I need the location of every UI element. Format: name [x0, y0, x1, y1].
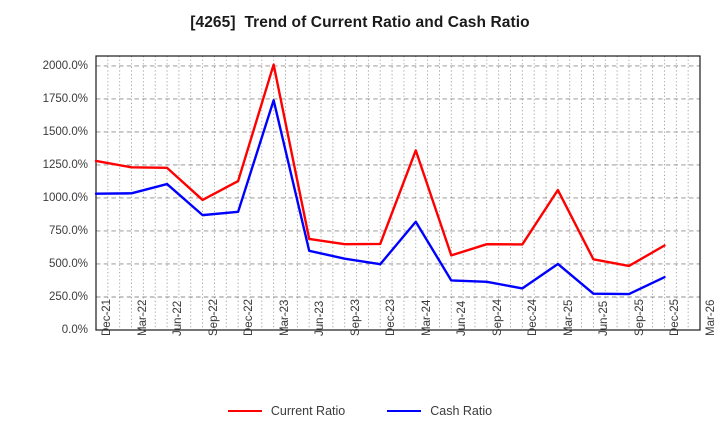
- y-axis-tick-label: 1500.0%: [42, 125, 88, 138]
- x-axis-tick-label: Jun-22: [172, 300, 185, 336]
- horizontal-gridlines: [96, 65, 700, 298]
- y-axis-tick-label: 1000.0%: [42, 191, 88, 204]
- series-line-current-ratio: [94, 63, 666, 268]
- x-axis-tick-label: Jun-24: [456, 300, 469, 336]
- x-axis-tick-label: Mar-25: [562, 299, 575, 336]
- y-axis-tick-label: 2000.0%: [42, 59, 88, 72]
- y-axis-tick-label: 0.0%: [61, 324, 88, 336]
- x-axis-tick-label: Dec-25: [669, 298, 682, 336]
- series-line-cash-ratio: [94, 99, 666, 296]
- x-axis-tick-label: Dec-24: [527, 298, 540, 336]
- plot-background: [96, 56, 700, 330]
- y-axis-tick-label: 750.0%: [48, 224, 88, 237]
- legend-color-swatch: [387, 410, 422, 412]
- y-axis-tick-label: 1750.0%: [42, 92, 88, 105]
- x-axis-tick-label: Mar-26: [705, 299, 717, 336]
- x-axis-tick-label: Jun-25: [598, 300, 611, 336]
- x-axis-tick-label: Mar-22: [136, 299, 149, 336]
- x-axis-tick-label: Sep-22: [207, 298, 220, 336]
- legend-entry[interactable]: Cash Ratio: [387, 404, 492, 418]
- x-axis-tick-label: Mar-23: [278, 299, 291, 336]
- y-axis-tick-label: 250.0%: [48, 290, 88, 303]
- x-axis-tick-label: Sep-24: [491, 298, 504, 336]
- y-axis-tick-label: 1250.0%: [42, 158, 88, 171]
- x-axis-tick-label: Dec-23: [385, 298, 398, 336]
- y-axis-tick-label: 500.0%: [48, 257, 88, 270]
- legend-label: Cash Ratio: [430, 404, 493, 418]
- legend-entry[interactable]: Current Ratio: [227, 404, 346, 418]
- legend-color-swatch: [227, 410, 262, 412]
- chart-title: [4265] Trend of Current Ratio and Cash R…: [190, 14, 530, 31]
- legend-label: Current Ratio: [270, 404, 346, 418]
- x-axis-tick-label: Sep-25: [633, 298, 646, 336]
- x-axis-tick-label: Sep-23: [349, 298, 362, 336]
- x-axis-tick-label: Jun-23: [314, 300, 327, 336]
- x-axis-tick-label: Mar-24: [420, 299, 433, 336]
- x-axis-tick-label: Dec-22: [243, 298, 256, 336]
- chart-legend: Current Ratio Cash Ratio: [0, 404, 720, 418]
- x-axis-tick-label: Dec-21: [101, 298, 113, 336]
